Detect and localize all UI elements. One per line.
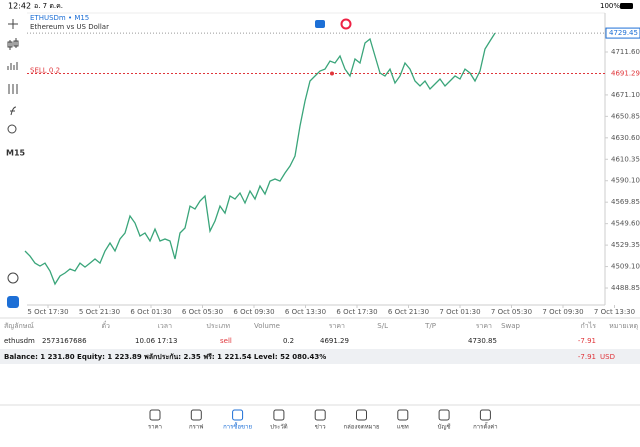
table-header: Swap: [501, 322, 520, 330]
nav-label[interactable]: ข่าว: [315, 424, 326, 431]
current-price-box: [605, 27, 640, 39]
x-tick-label: 7 Oct 05:30: [491, 308, 532, 316]
current-price-label: 4729.45: [609, 29, 638, 37]
table-cell[interactable]: 2573167686: [42, 337, 87, 345]
x-tick-label: 5 Oct 17:30: [27, 308, 68, 316]
nav-label[interactable]: การซื้อขาย: [223, 421, 252, 431]
table-header: Volume: [254, 322, 280, 330]
nav-label[interactable]: กล่องจดหมาย: [343, 424, 379, 431]
table-cell[interactable]: sell: [220, 337, 232, 345]
table-header: กำไร: [581, 321, 597, 330]
x-tick-label: 5 Oct 21:30: [79, 308, 120, 316]
nav-icon[interactable]: [232, 409, 244, 421]
app-icon[interactable]: [7, 296, 19, 308]
chart-title: ETHUSDm • M15: [30, 14, 89, 22]
indicators-icon[interactable]: [7, 62, 18, 70]
table-cell[interactable]: 0.2: [283, 337, 294, 345]
balance-text: Balance: 1 231.80 Equity: 1 223.89 พลักป…: [4, 353, 326, 361]
settings-icon[interactable]: [8, 84, 18, 94]
nav-label[interactable]: การตั้งค่า: [473, 421, 497, 431]
table-cell[interactable]: ethusdm: [4, 337, 35, 345]
nav-label[interactable]: แชท: [397, 424, 409, 431]
balance-bar: [0, 349, 640, 364]
crosshair-icon[interactable]: [8, 19, 18, 29]
nav-label[interactable]: ราคา: [148, 424, 162, 431]
balance-profit: -7.91: [578, 353, 596, 361]
table-header: หมายเหตุ: [609, 322, 638, 330]
y-tick-label: 4610.35: [611, 155, 640, 163]
status-time: 12:42: [8, 2, 31, 11]
nav-label[interactable]: บัญชี: [438, 423, 451, 431]
nav-icon[interactable]: [397, 409, 409, 421]
x-tick-label: 7 Oct 13:30: [594, 308, 635, 316]
y-tick-label: 4569.85: [611, 198, 640, 206]
sell-price-box: [606, 68, 640, 79]
flag-icon: [315, 20, 325, 28]
candles-icon[interactable]: [7, 38, 19, 50]
y-tick-label: 4630.60: [611, 134, 640, 142]
table-header: ราคา: [476, 322, 492, 330]
nav-icon[interactable]: [314, 409, 326, 421]
table-cell[interactable]: -7.91: [578, 337, 596, 345]
x-tick-label: 6 Oct 13:30: [285, 308, 326, 316]
flag-icon: [340, 18, 352, 30]
table-cell[interactable]: 4691.29: [320, 337, 349, 345]
table-header: ตั๋ว: [102, 321, 111, 330]
nav-label[interactable]: ประวัติ: [270, 424, 288, 431]
nav-icon[interactable]: [356, 409, 367, 421]
nav-icon[interactable]: [190, 409, 202, 421]
nav-icon[interactable]: [479, 409, 491, 421]
clock-icon[interactable]: [7, 272, 19, 284]
table-header: T/P: [424, 322, 436, 330]
objects-icon[interactable]: [7, 124, 17, 134]
left-toolbar: [7, 19, 19, 284]
table-header: ประเภท: [206, 322, 230, 330]
nav-label[interactable]: กราฟ: [189, 424, 203, 431]
y-tick-label: 4549.60: [611, 220, 640, 228]
table-cell[interactable]: 10.06 17:13: [135, 337, 177, 345]
sell-price-label: 4691.29: [611, 70, 640, 78]
status-date: อ. 7 ต.ค.: [34, 2, 63, 10]
table-header: S/L: [377, 322, 388, 330]
timeframe[interactable]: M15: [6, 149, 26, 158]
x-tick-label: 6 Oct 01:30: [130, 308, 171, 316]
nav-icon[interactable]: [438, 409, 450, 421]
x-tick-label: 6 Oct 21:30: [388, 308, 429, 316]
x-tick-label: 7 Oct 09:30: [542, 308, 583, 316]
y-tick-label: 4711.60: [611, 48, 640, 56]
balance-currency: USD: [600, 353, 615, 361]
table-header: สัญลักษณ์: [4, 322, 34, 330]
y-tick-label: 4529.35: [611, 241, 640, 249]
price-line: [24, 32, 496, 286]
sell-label: SELL 0.2: [30, 67, 60, 75]
table-header: ราคา: [329, 322, 345, 330]
function-icon[interactable]: [10, 106, 17, 116]
x-tick-label: 7 Oct 01:30: [439, 308, 480, 316]
chart-subtitle: Ethereum vs US Dollar: [30, 23, 109, 31]
battery-icon: [620, 3, 633, 9]
x-tick-label: 6 Oct 09:30: [233, 308, 274, 316]
y-tick-label: 4650.85: [611, 112, 640, 120]
table-header: เวลา: [157, 322, 172, 330]
battery-text: 100%: [600, 2, 620, 10]
nav-icon[interactable]: [149, 409, 161, 421]
x-tick-label: 6 Oct 17:30: [336, 308, 377, 316]
y-tick-label: 4509.10: [611, 263, 640, 271]
y-tick-label: 4590.10: [611, 177, 640, 185]
table-cell[interactable]: 4730.85: [468, 337, 497, 345]
y-tick-label: 4488.85: [611, 284, 640, 292]
y-tick-label: 4671.10: [611, 91, 640, 99]
nav-icon[interactable]: [273, 409, 285, 421]
x-tick-label: 6 Oct 05:30: [182, 308, 223, 316]
sell-marker: [330, 71, 334, 76]
